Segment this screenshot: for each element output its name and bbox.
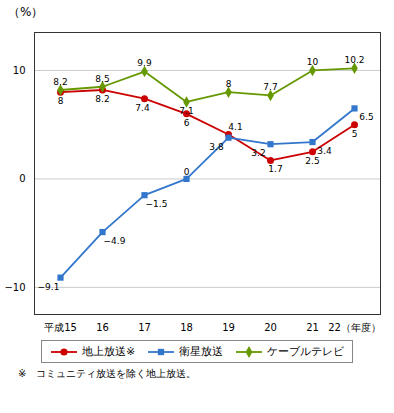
svg-text:7.7: 7.7 — [263, 82, 277, 92]
svg-text:16: 16 — [96, 322, 109, 333]
html-text:衛星放送: 衛星放送 — [179, 345, 224, 358]
svg-text:8.2: 8.2 — [95, 94, 109, 104]
html-text:ケーブルテレビ: ケーブルテレビ — [267, 345, 345, 358]
svg-text:19: 19 — [222, 322, 235, 333]
svg-text:3.2: 3.2 — [251, 148, 265, 158]
svg-text:7.1: 7.1 — [179, 106, 193, 116]
svg-text:−10: −10 — [4, 282, 25, 293]
svg-text:7.4: 7.4 — [135, 103, 150, 113]
svg-text:6: 6 — [184, 118, 190, 128]
svg-text:10.2: 10.2 — [344, 55, 364, 65]
svg-text:3.8: 3.8 — [209, 142, 224, 152]
svg-text:2.5: 2.5 — [305, 156, 319, 166]
svg-text:4.1: 4.1 — [228, 122, 242, 132]
svg-text:17: 17 — [138, 322, 151, 333]
svg-text:8: 8 — [58, 96, 64, 106]
svg-text:22（年度）: 22（年度） — [328, 322, 381, 333]
svg-text:10: 10 — [13, 65, 26, 76]
svg-text:8: 8 — [226, 79, 232, 89]
svg-text:9.9: 9.9 — [137, 58, 152, 68]
svg-text:8.5: 8.5 — [95, 74, 109, 84]
html-text:地上放送※: 地上放送※ — [81, 345, 136, 358]
svg-text:5: 5 — [352, 129, 358, 139]
svg-text:18: 18 — [180, 322, 193, 333]
svg-text:−4.9: −4.9 — [104, 236, 126, 246]
svg-text:21: 21 — [306, 322, 319, 333]
svg-text:20: 20 — [264, 322, 277, 333]
svg-text:0: 0 — [184, 167, 190, 177]
svg-text:−1.5: −1.5 — [146, 199, 168, 209]
svg-text:平成15: 平成15 — [44, 322, 77, 333]
svg-text:6.5: 6.5 — [359, 112, 373, 122]
html-text:※ コミュニティ放送を除く地上放送。: ※ コミュニティ放送を除く地上放送。 — [18, 368, 197, 379]
svg-text:8.2: 8.2 — [53, 77, 67, 87]
svg-text:0: 0 — [19, 173, 25, 184]
svg-text:10: 10 — [307, 57, 319, 67]
svg-text:3.4: 3.4 — [317, 146, 332, 156]
svg-text:1.7: 1.7 — [268, 164, 282, 174]
svg-text:−9.1: −9.1 — [38, 282, 60, 292]
